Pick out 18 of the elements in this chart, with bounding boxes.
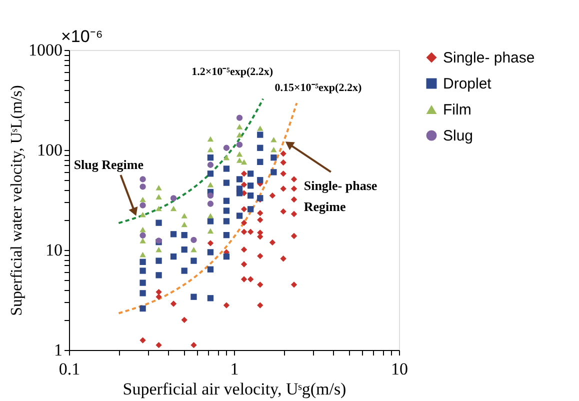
y-tick-label: 10 bbox=[46, 240, 62, 260]
y-axis-title: Superficial water velocity, UˢL(m/s) bbox=[8, 85, 26, 316]
legend-label: Droplet bbox=[443, 76, 492, 92]
legend-label: Single- phase bbox=[443, 50, 535, 66]
annotation: Slug Regime bbox=[74, 156, 144, 172]
text: 1.2×10⁻⁵exp(2.2x) bbox=[192, 66, 274, 78]
x-axis-title: Superficial air velocity, Uˢg(m/s) bbox=[122, 380, 346, 398]
y-tick-label: 1 bbox=[54, 340, 62, 360]
x-tick-label: 0.1 bbox=[58, 360, 80, 378]
y-tick-label: 1000 bbox=[28, 40, 62, 60]
legend-label: Film bbox=[443, 102, 472, 118]
x-tick-label: 10 bbox=[391, 360, 408, 378]
y-tick-label: 100 bbox=[37, 140, 62, 160]
annotation: Single- phase Regime bbox=[304, 178, 378, 214]
legend-label: Slug bbox=[443, 128, 474, 144]
text: 0.15×10⁻⁵exp(2.2x) bbox=[274, 82, 362, 94]
text: ×10⁻⁶ bbox=[61, 27, 103, 46]
x-tick-label: 1 bbox=[230, 360, 239, 378]
